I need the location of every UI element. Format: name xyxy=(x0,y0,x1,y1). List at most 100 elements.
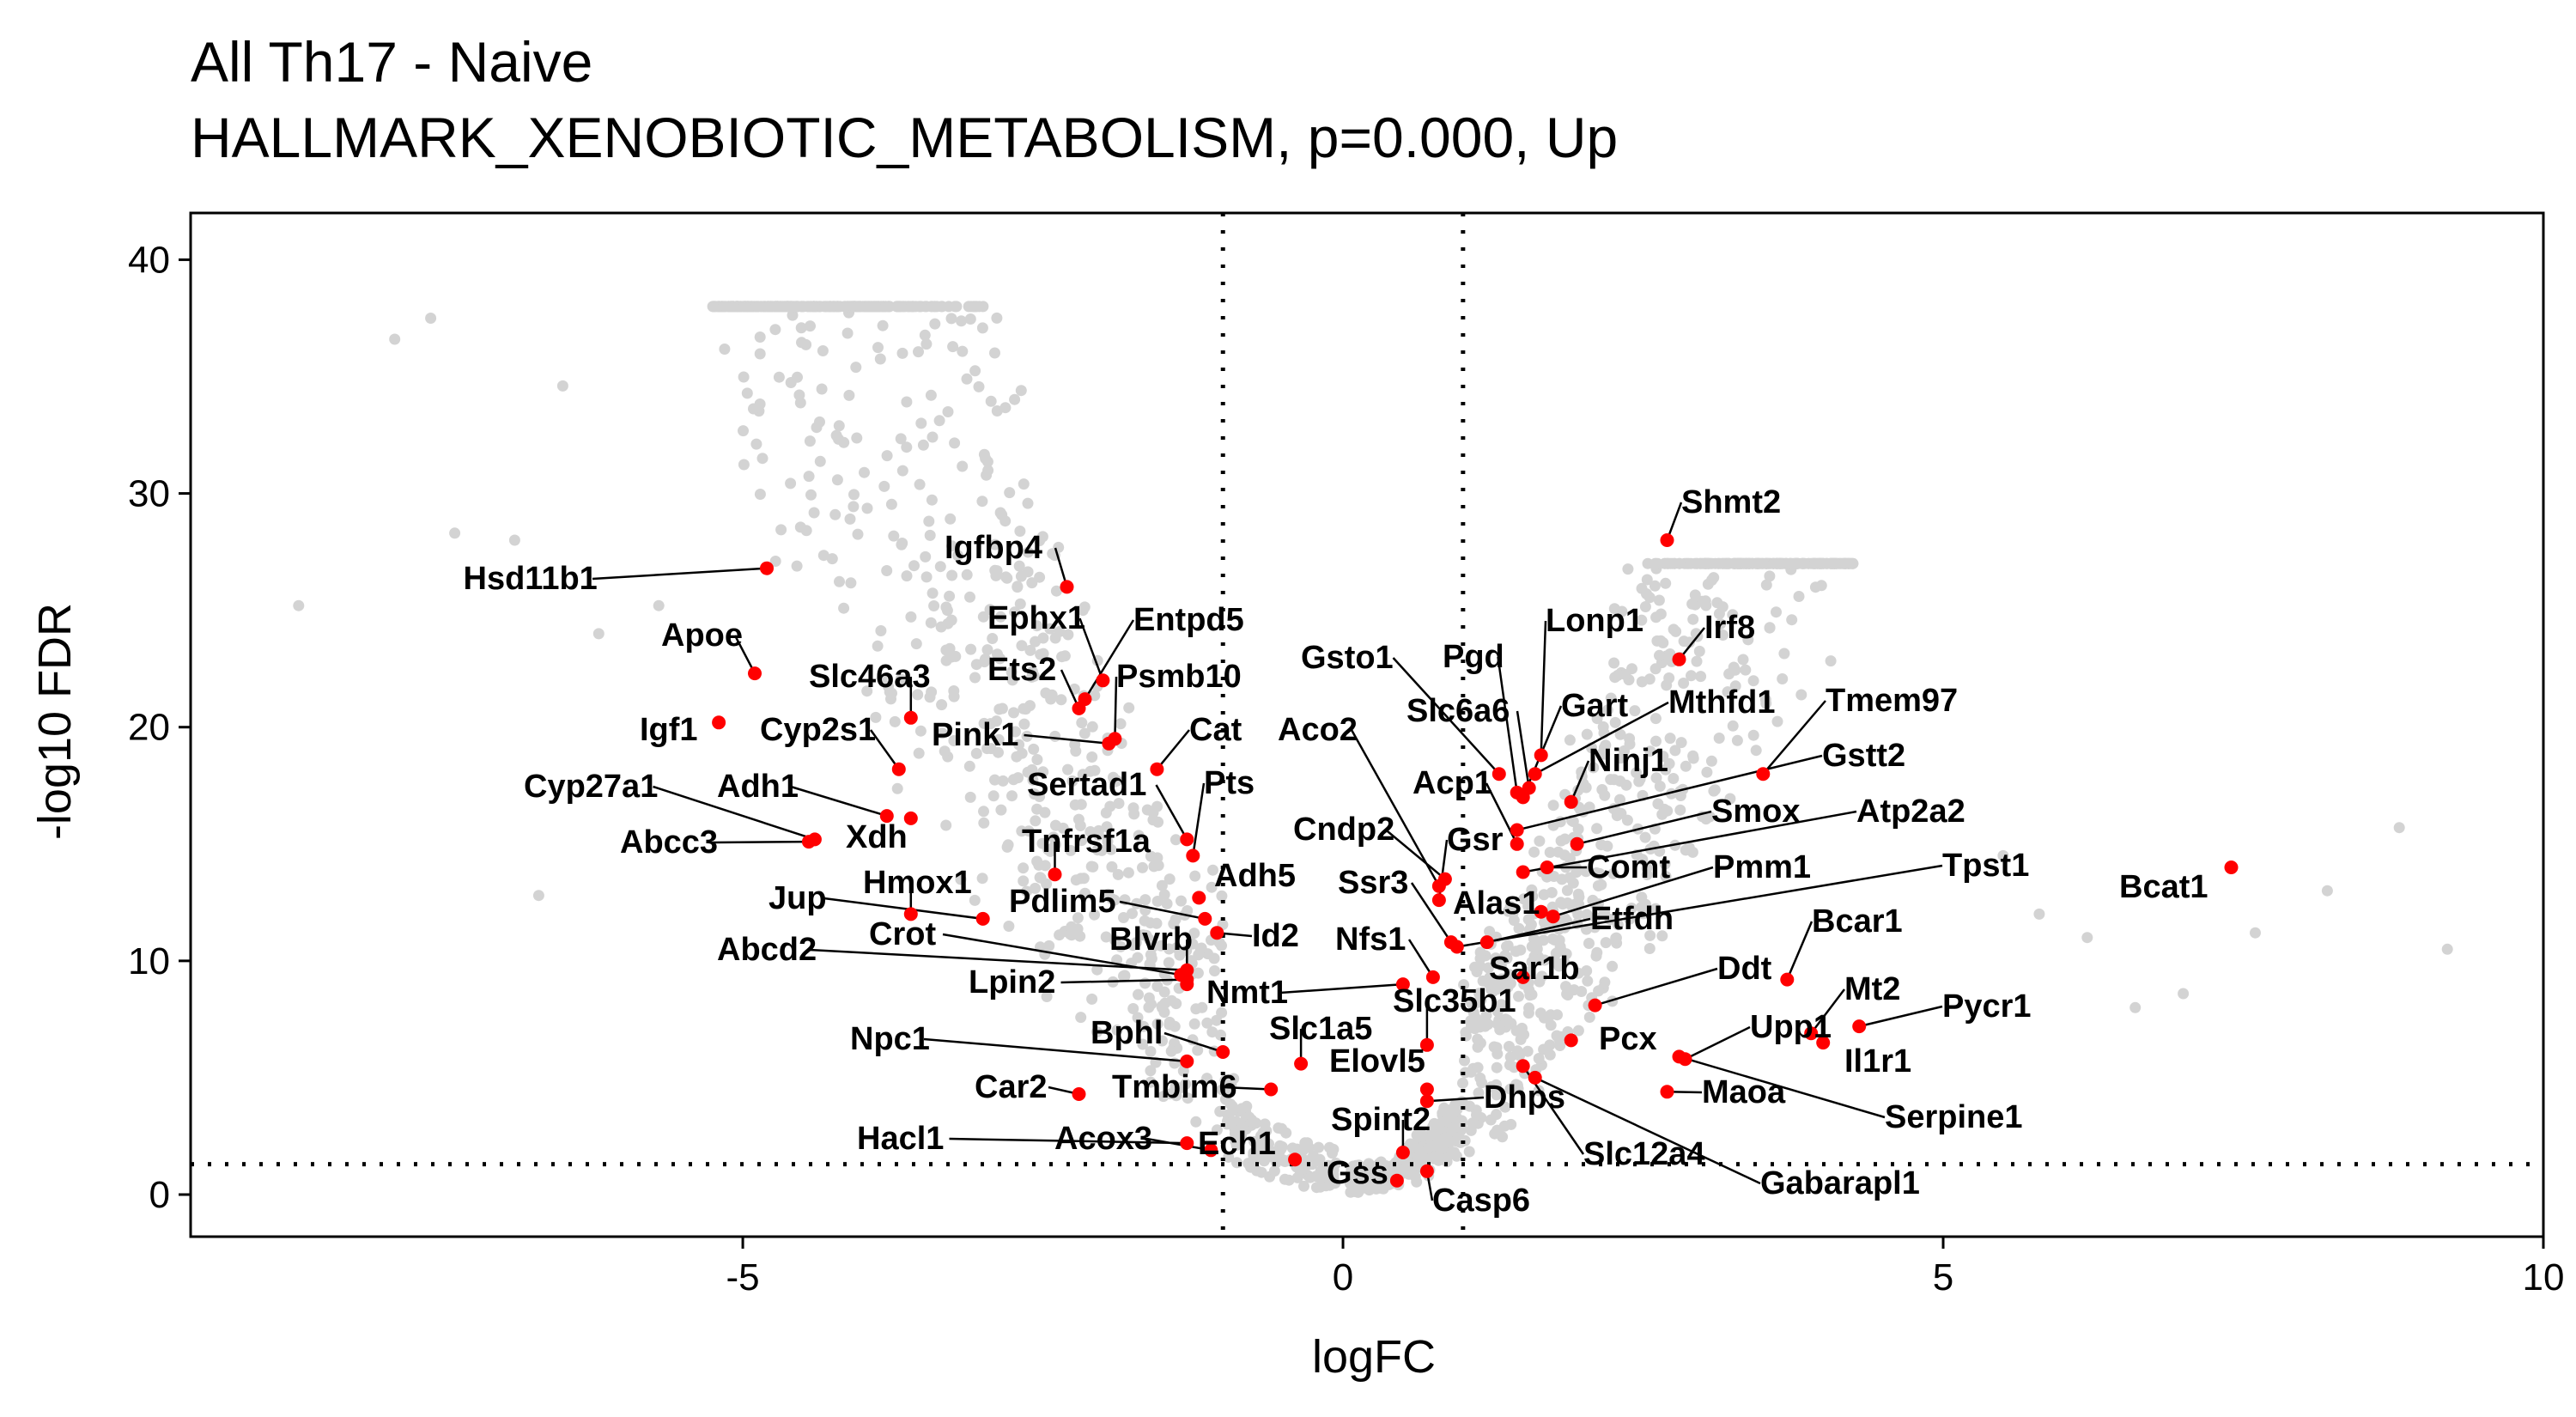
background-point xyxy=(1729,680,1741,692)
background-point xyxy=(831,474,843,486)
gene-label: Serpine1 xyxy=(1885,1099,2023,1135)
background-point xyxy=(1607,960,1619,972)
background-point xyxy=(920,571,933,583)
label-segment xyxy=(869,729,900,770)
background-point xyxy=(1525,919,1537,931)
background-point xyxy=(1668,773,1680,784)
background-point xyxy=(1018,478,1030,490)
background-point xyxy=(1795,689,1807,701)
background-point xyxy=(1642,557,1654,569)
gene-label: Pink1 xyxy=(932,717,1018,753)
background-point xyxy=(592,628,605,640)
background-point xyxy=(946,569,958,581)
gene-label: Tnfrsf1a xyxy=(1022,824,1151,860)
label-segment xyxy=(1522,810,1857,873)
background-point xyxy=(1553,960,1565,972)
background-point xyxy=(1156,1000,1168,1013)
background-point xyxy=(1554,1040,1566,1051)
gene-label: Slc35b1 xyxy=(1393,983,1516,1019)
background-point xyxy=(769,324,781,336)
background-point xyxy=(1127,940,1139,952)
background-point xyxy=(1013,560,1025,572)
gene-label: Hsd11b1 xyxy=(464,561,598,597)
background-point xyxy=(1211,1124,1223,1136)
background-point xyxy=(1485,1114,1497,1126)
background-point xyxy=(1469,961,1480,973)
background-point xyxy=(1691,557,1703,569)
background-point xyxy=(1069,739,1081,751)
background-point xyxy=(1009,393,1021,405)
background-point xyxy=(989,774,1000,786)
highlighted-point xyxy=(1528,767,1542,781)
background-point xyxy=(1023,825,1035,837)
background-point xyxy=(850,362,862,374)
label-segment xyxy=(1156,729,1190,770)
background-point xyxy=(993,746,1004,758)
background-point xyxy=(1522,1045,1534,1057)
highlighted-point xyxy=(1186,848,1200,863)
background-point xyxy=(941,605,953,617)
gene-label: Alas1 xyxy=(1453,885,1540,921)
background-point xyxy=(738,425,749,437)
highlighted-point xyxy=(1180,832,1194,847)
background-point xyxy=(1054,929,1066,941)
background-point xyxy=(987,790,999,802)
gene-label: Sertad1 xyxy=(1027,767,1146,803)
background-point xyxy=(1010,726,1021,738)
label-segment xyxy=(1762,700,1826,775)
gene-label: Igf1 xyxy=(640,712,698,748)
highlighted-point xyxy=(1528,1070,1542,1085)
background-point xyxy=(1201,1073,1213,1085)
gene-label: Acp1 xyxy=(1413,765,1492,801)
highlighted-point xyxy=(1419,1094,1434,1109)
background-point xyxy=(1705,755,1717,767)
background-point xyxy=(425,313,437,324)
background-point xyxy=(1093,824,1104,836)
background-point xyxy=(754,331,766,343)
background-point xyxy=(1066,921,1078,933)
highlighted-point xyxy=(1419,1164,1434,1178)
y-tick-label: 30 xyxy=(128,473,170,515)
highlighted-points xyxy=(712,533,2239,1188)
background-point xyxy=(914,478,926,490)
label-segment xyxy=(592,567,768,581)
highlighted-point xyxy=(1564,794,1578,809)
background-point xyxy=(1496,999,1507,1011)
gene-label: Spint2 xyxy=(1331,1102,1431,1138)
background-point xyxy=(964,591,975,603)
background-point xyxy=(1021,885,1033,897)
label-segment xyxy=(1084,619,1135,700)
background-point xyxy=(1347,1167,1359,1179)
background-point xyxy=(1791,557,1803,569)
label-segment xyxy=(1222,1086,1272,1091)
background-point xyxy=(1016,640,1028,652)
axes: -5 0 5 10 0 10 20 30 40 xyxy=(128,239,2564,1298)
gene-label: Pcx xyxy=(1599,1021,1657,1057)
background-point xyxy=(1997,849,2009,861)
background-point xyxy=(1104,800,1116,812)
background-point xyxy=(1591,867,1602,879)
highlighted-point xyxy=(1198,911,1212,926)
background-point xyxy=(1614,752,1626,764)
highlighted-point xyxy=(1546,909,1560,924)
background-point xyxy=(754,348,766,360)
gene-label: Bcar1 xyxy=(1812,903,1903,940)
background-point xyxy=(952,550,963,562)
background-point xyxy=(881,565,893,576)
background-point xyxy=(1257,1152,1269,1164)
background-point xyxy=(885,498,897,510)
label-segment xyxy=(1570,760,1590,803)
background-point xyxy=(1030,882,1041,894)
gene-label: Lpin2 xyxy=(969,964,1055,1000)
background-point xyxy=(905,611,917,623)
background-point xyxy=(926,494,938,506)
background-point xyxy=(1544,1049,1556,1061)
gene-label: Dhps xyxy=(1484,1079,1565,1116)
highlighted-point xyxy=(1570,836,1584,851)
background-point xyxy=(817,345,829,356)
background-point xyxy=(883,301,895,313)
gene-label: Abcd2 xyxy=(717,932,817,968)
gene-label: Gsto1 xyxy=(1301,640,1394,676)
highlighted-point xyxy=(1288,1152,1303,1167)
label-segment xyxy=(1552,866,1714,918)
